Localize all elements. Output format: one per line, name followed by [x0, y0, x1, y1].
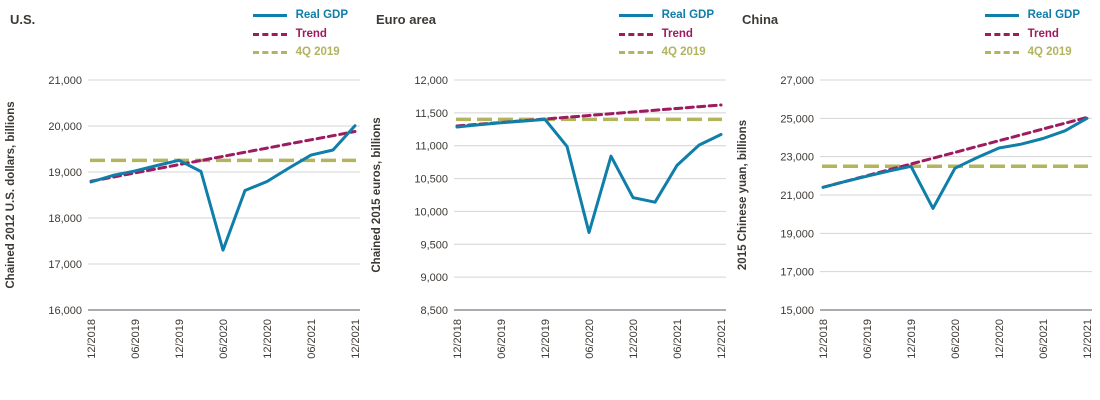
legend-item-4q2019: 4Q 2019 [984, 46, 1080, 59]
real-gdp-line [89, 124, 357, 252]
y-tick-label: 17,000 [780, 267, 814, 279]
y-tick-label: 11,500 [415, 108, 448, 120]
x-tick-label: 12/2021 [716, 319, 728, 359]
x-tick-label: 06/2020 [218, 319, 230, 359]
legend-label-trend: Trend [1027, 27, 1059, 40]
x-tick-label: 12/2019 [540, 319, 552, 359]
y-tick-label: 16,000 [48, 305, 82, 317]
legend-label-real-gdp: Real GDP [661, 9, 714, 21]
x-tick-label: 06/2020 [950, 319, 962, 359]
x-tick-label: 06/2019 [862, 319, 874, 359]
legend-china: Real GDP Trend 4Q 2019 [984, 9, 1080, 59]
x-tick-label: 12/2020 [628, 319, 640, 359]
legend-item-4q2019: 4Q 2019 [618, 46, 714, 59]
legend-label-4q2019: 4Q 2019 [295, 46, 340, 58]
y-tick-label: 10,000 [414, 206, 448, 218]
x-tick-label: 12/2020 [994, 319, 1006, 359]
4q2019-line-swatch-icon [618, 51, 653, 55]
chart-title-us: U.S. [10, 12, 36, 27]
x-tick-label: 12/2018 [86, 319, 98, 359]
y-tick-label: 21,000 [48, 75, 82, 87]
plot-area-euro-area: 8,500 9,000 9,500 10,000 10,500 11,000 11,500 1… [371, 75, 728, 359]
x-tick-label: 06/2020 [584, 319, 596, 359]
chart-panel-us: U.S. Real GDP Trend 4Q 2019 16,000 17,000… [0, 0, 366, 400]
legend-item-4q2019: 4Q 2019 [252, 46, 348, 59]
x-tick-label: 06/2021 [1038, 319, 1050, 359]
y-tick-label: 25,000 [780, 113, 814, 125]
y-tick-label: 11,000 [415, 141, 448, 153]
trend-line [455, 103, 723, 128]
x-tick-label: 06/2021 [306, 319, 318, 359]
x-tick-label: 12/2021 [1082, 319, 1094, 359]
y-tick-label: 9,500 [420, 239, 448, 251]
real-gdp-line [455, 117, 723, 234]
y-tick-label: 8,500 [420, 305, 448, 317]
legend-item-real-gdp: Real GDP [984, 9, 1080, 22]
x-tick-label: 06/2019 [130, 319, 142, 359]
y-axis-title: Chained 2015 euros, billions [371, 117, 383, 272]
legend-label-trend: Trend [661, 27, 693, 40]
chart-title-china: China [742, 12, 779, 27]
y-tick-label: 19,000 [780, 228, 814, 240]
trend-line-swatch-icon [252, 32, 287, 36]
legend-item-trend: Trend [984, 27, 1080, 41]
y-tick-label: 17,000 [48, 259, 82, 271]
real-gdp-line [821, 116, 1089, 210]
y-tick-label: 21,000 [780, 190, 814, 202]
x-tick-label: 12/2020 [262, 319, 274, 359]
trend-line [89, 130, 357, 183]
legend-label-4q2019: 4Q 2019 [661, 46, 706, 58]
x-tick-label: 12/2018 [818, 319, 830, 359]
y-tick-label: 10,500 [414, 174, 448, 186]
y-tick-label: 23,000 [780, 152, 814, 164]
legend-item-trend: Trend [618, 27, 714, 41]
y-tick-label: 9,000 [420, 272, 448, 284]
x-tick-label: 12/2018 [452, 319, 464, 359]
y-tick-label: 20,000 [48, 121, 82, 133]
legend-item-trend: Trend [252, 27, 348, 41]
y-tick-label: 19,000 [48, 167, 82, 179]
legend-us: Real GDP Trend 4Q 2019 [252, 9, 348, 59]
4q2019-line-swatch-icon [984, 51, 1019, 55]
legend-item-real-gdp: Real GDP [252, 9, 348, 22]
legend-label-trend: Trend [295, 27, 327, 40]
y-axis-title: Chained 2012 U.S. dollars, billions [5, 101, 17, 288]
x-tick-label: 06/2019 [496, 319, 508, 359]
legend-item-real-gdp: Real GDP [618, 9, 714, 22]
x-tick-label: 12/2019 [174, 319, 186, 359]
real-gdp-line-swatch-icon [618, 14, 653, 18]
plot-area-us: 16,000 17,000 18,000 19,000 20,000 21,000 12/2… [5, 75, 362, 359]
chart-title-euro-area: Euro area [376, 12, 436, 27]
real-gdp-line-swatch-icon [984, 14, 1019, 18]
chart-panel-euro-area: Euro area Real GDP Trend 4Q 2019 8,500 9,… [366, 0, 732, 400]
trend-line-swatch-icon [984, 32, 1019, 36]
x-tick-label: 12/2019 [906, 319, 918, 359]
x-tick-label: 12/2021 [350, 319, 362, 359]
4q2019-line-swatch-icon [252, 51, 287, 55]
legend-label-4q2019: 4Q 2019 [1027, 46, 1072, 58]
y-tick-label: 12,000 [414, 75, 448, 87]
x-tick-label: 06/2021 [672, 319, 684, 359]
y-axis-title: 2015 Chinese yuan, billions [737, 120, 749, 270]
y-tick-label: 27,000 [780, 75, 814, 87]
real-gdp-line-swatch-icon [252, 14, 287, 18]
trend-line-swatch-icon [618, 32, 653, 36]
legend-euro-area: Real GDP Trend 4Q 2019 [618, 9, 714, 59]
chart-panel-china: China Real GDP Trend 4Q 2019 15,000 17,00… [732, 0, 1098, 400]
y-tick-label: 18,000 [48, 213, 82, 225]
legend-label-real-gdp: Real GDP [1027, 9, 1080, 21]
y-tick-label: 15,000 [780, 305, 814, 317]
legend-label-real-gdp: Real GDP [295, 9, 348, 21]
plot-area-china: 15,000 17,000 19,000 21,000 23,000 25,000 27,0… [737, 75, 1094, 359]
